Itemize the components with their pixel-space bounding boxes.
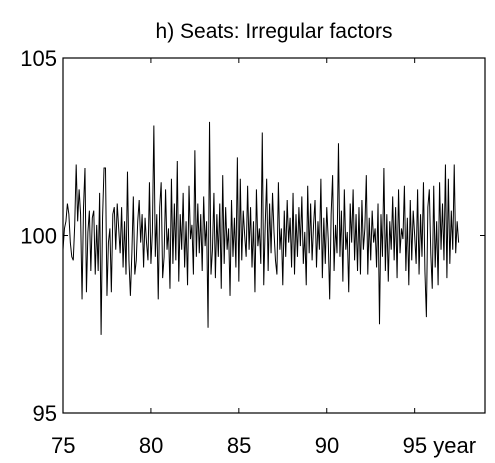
y-tick-label: 105 (20, 46, 57, 71)
x-tick-label: 85 (227, 433, 251, 458)
series-line (62, 121, 460, 335)
tick-labels: 75 80 85 90 95 year 95 100 105 (20, 46, 476, 458)
plot-frame (62, 57, 486, 414)
x-tick-label: 95 year (403, 433, 476, 458)
x-tick-label: 75 (51, 433, 75, 458)
chart-title: h) Seats: Irregular factors (156, 20, 393, 43)
x-tick-label: 90 (315, 433, 339, 458)
x-tick-label: 80 (139, 433, 163, 458)
y-tick-label: 100 (20, 224, 57, 249)
y-tick-label: 95 (33, 401, 57, 426)
